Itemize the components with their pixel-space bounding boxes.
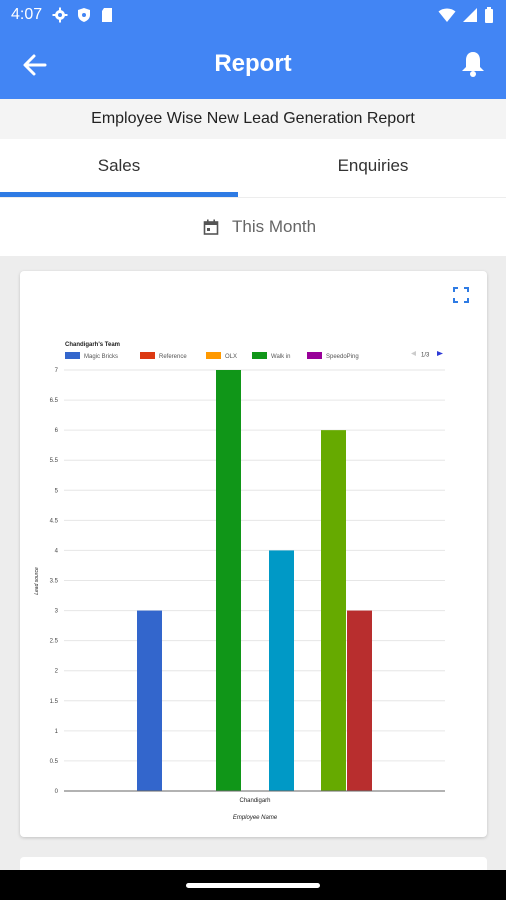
home-indicator[interactable] — [186, 883, 320, 888]
bar[interactable] — [321, 430, 346, 791]
legend-label: OLX — [225, 354, 237, 360]
sim-icon — [102, 8, 112, 22]
legend-pager[interactable]: 1/3 — [411, 351, 443, 359]
nav-bar — [0, 870, 506, 900]
legend-swatch — [140, 352, 155, 359]
legend-swatch — [252, 352, 267, 359]
y-tick-label: 3 — [55, 609, 59, 615]
status-bar: 4:07 — [0, 0, 506, 30]
y-tick-label: 4.5 — [50, 518, 59, 524]
bar[interactable] — [269, 550, 294, 791]
legend-swatch — [307, 352, 322, 359]
legend-swatch — [206, 352, 221, 359]
y-tick-label: 6 — [55, 428, 59, 434]
y-tick-label: 5 — [55, 488, 59, 494]
tab-bar: Sales Enquiries — [0, 139, 506, 197]
battery-icon — [485, 7, 493, 23]
legend-swatch — [65, 352, 80, 359]
bell-icon[interactable] — [460, 50, 486, 78]
signal-icon — [463, 8, 477, 22]
chart-card: Chandigarh's Team Magic Bricks Reference O… — [20, 271, 487, 837]
status-time: 4:07 — [11, 6, 43, 23]
tab-enquiries[interactable]: Enquiries — [337, 156, 409, 175]
y-tick-label: 0.5 — [50, 759, 59, 765]
date-filter-label: This Month — [232, 217, 317, 236]
y-tick-label: 3.5 — [50, 579, 59, 585]
legend-label: Reference — [159, 354, 187, 360]
legend-item: Reference — [140, 352, 187, 360]
y-tick-label: 7 — [55, 368, 59, 374]
legend-item: Walk in — [252, 352, 290, 360]
legend-label: Magic Bricks — [84, 354, 118, 360]
chart-grid — [64, 369, 445, 762]
fullscreen-icon[interactable] — [453, 287, 469, 303]
bar-chart: Chandigarh's Team Magic Bricks Reference O… — [34, 342, 445, 821]
arrow-left-icon[interactable] — [22, 52, 48, 78]
gear-icon — [52, 7, 68, 23]
legend-label: Walk in — [271, 354, 290, 360]
y-tick-label: 5.5 — [50, 458, 59, 464]
report-title: Employee Wise New Lead Generation Report — [0, 99, 506, 139]
chart-bars — [137, 370, 372, 791]
legend-pager-text: 1/3 — [421, 353, 430, 359]
app-bar: Report — [0, 30, 506, 99]
date-filter[interactable]: This Month — [0, 198, 506, 256]
y-tick-label: 2.5 — [50, 639, 59, 645]
chart-legend: Magic Bricks Reference OLX Walk in SpeedoPin… — [65, 352, 359, 360]
legend-next-icon[interactable] — [437, 351, 443, 356]
shield-icon — [78, 8, 90, 22]
y-axis-ticks: 0 0.5 1 1.5 2 2.5 3 3.5 4 4.5 5 5.5 6 6.5 7 — [50, 368, 59, 795]
legend-prev-icon[interactable] — [411, 351, 416, 356]
bar[interactable] — [347, 610, 372, 791]
y-tick-label: 1.5 — [50, 699, 59, 705]
calendar-icon — [203, 219, 219, 235]
tab-indicator — [0, 192, 238, 197]
y-tick-label: 6.5 — [50, 398, 59, 404]
tab-sales[interactable]: Sales — [97, 156, 141, 175]
legend-item: OLX — [206, 352, 237, 360]
legend-item: SpeedoPing — [307, 352, 359, 360]
page-title: Report — [214, 50, 292, 77]
y-tick-label: 0 — [55, 789, 59, 795]
bar[interactable] — [216, 370, 241, 791]
y-tick-label: 1 — [55, 729, 59, 735]
y-tick-label: 4 — [55, 548, 59, 554]
wifi-icon — [438, 8, 456, 22]
legend-item: Magic Bricks — [65, 352, 118, 360]
legend-label: SpeedoPing — [326, 354, 359, 360]
x-category-label: Chandigarh — [239, 798, 270, 804]
bar[interactable] — [137, 610, 162, 791]
x-axis-title: Employee Name — [233, 815, 278, 821]
y-axis-title: Lead source — [34, 567, 40, 595]
y-tick-label: 2 — [55, 669, 59, 675]
chart-title: Chandigarh's Team — [65, 342, 120, 348]
